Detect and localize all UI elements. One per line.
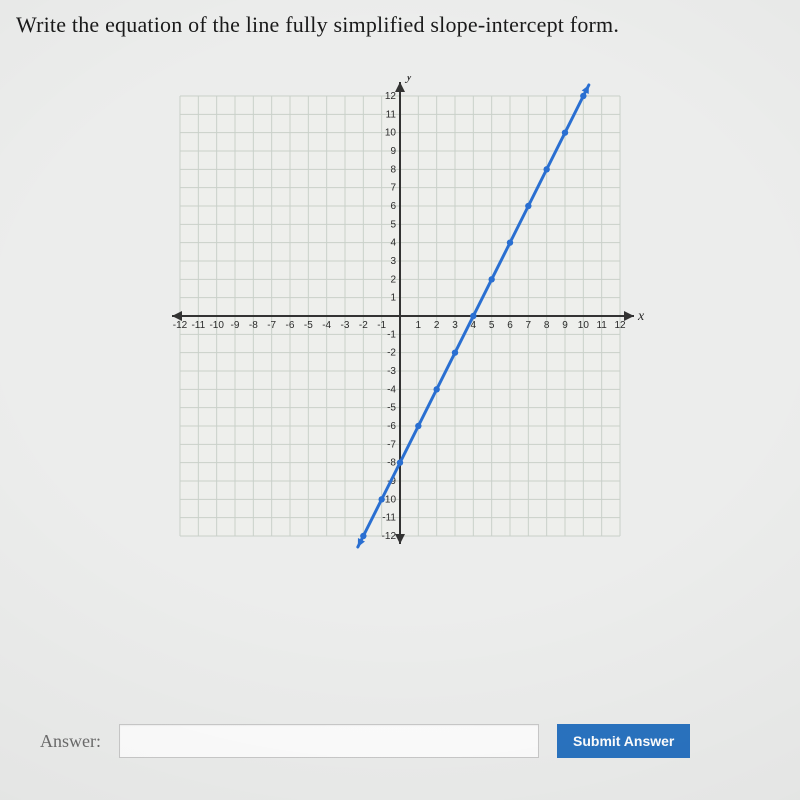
svg-text:5: 5	[390, 219, 396, 230]
svg-text:2: 2	[390, 274, 396, 285]
svg-text:8: 8	[390, 164, 396, 175]
svg-text:9: 9	[562, 320, 568, 331]
svg-text:11: 11	[596, 320, 607, 331]
svg-text:-10: -10	[209, 320, 224, 331]
svg-text:10: 10	[385, 128, 397, 139]
svg-text:11: 11	[386, 109, 397, 120]
svg-text:-3: -3	[387, 366, 396, 377]
svg-text:12: 12	[385, 91, 397, 102]
svg-text:-4: -4	[387, 384, 396, 395]
svg-text:7: 7	[390, 183, 396, 194]
svg-text:12: 12	[614, 320, 626, 331]
svg-text:-2: -2	[387, 348, 396, 359]
svg-text:8: 8	[544, 320, 550, 331]
svg-text:-12: -12	[382, 531, 397, 542]
svg-text:-6: -6	[387, 421, 396, 432]
answer-input[interactable]	[119, 724, 539, 758]
svg-text:-1: -1	[387, 329, 396, 340]
svg-text:5: 5	[489, 320, 495, 331]
svg-text:-7: -7	[387, 439, 396, 450]
svg-text:3: 3	[452, 320, 458, 331]
svg-text:9: 9	[390, 146, 396, 157]
svg-text:6: 6	[390, 201, 396, 212]
svg-text:-5: -5	[304, 320, 313, 331]
question-page: Write the equation of the line fully sim…	[0, 0, 800, 800]
svg-text:-11: -11	[382, 513, 396, 524]
svg-text:7: 7	[526, 320, 532, 331]
svg-text:-1: -1	[377, 320, 386, 331]
svg-text:x: x	[637, 309, 645, 324]
svg-text:-3: -3	[341, 320, 350, 331]
answer-row: Answer: Submit Answer	[40, 724, 690, 758]
svg-text:-5: -5	[387, 403, 396, 414]
svg-text:-8: -8	[387, 458, 396, 469]
svg-text:10: 10	[578, 320, 590, 331]
graph-container: xy-12-11-10-9-8-7-6-5-4-3-2-112345678910…	[140, 66, 660, 576]
svg-text:6: 6	[507, 320, 513, 331]
svg-text:y: y	[404, 76, 413, 84]
svg-text:-2: -2	[359, 320, 368, 331]
svg-text:2: 2	[434, 320, 440, 331]
svg-text:-8: -8	[249, 320, 258, 331]
svg-text:-4: -4	[322, 320, 331, 331]
svg-text:-12: -12	[173, 320, 188, 331]
svg-text:-9: -9	[231, 320, 240, 331]
svg-text:3: 3	[390, 256, 396, 267]
svg-text:4: 4	[390, 238, 396, 249]
svg-text:1: 1	[390, 293, 396, 304]
svg-text:-11: -11	[191, 320, 205, 331]
question-text: Write the equation of the line fully sim…	[16, 12, 784, 38]
coordinate-graph: xy-12-11-10-9-8-7-6-5-4-3-2-112345678910…	[140, 76, 660, 576]
svg-text:-7: -7	[267, 320, 276, 331]
svg-text:1: 1	[416, 320, 422, 331]
submit-button[interactable]: Submit Answer	[557, 724, 690, 758]
svg-text:-6: -6	[286, 320, 295, 331]
answer-label: Answer:	[40, 731, 101, 752]
